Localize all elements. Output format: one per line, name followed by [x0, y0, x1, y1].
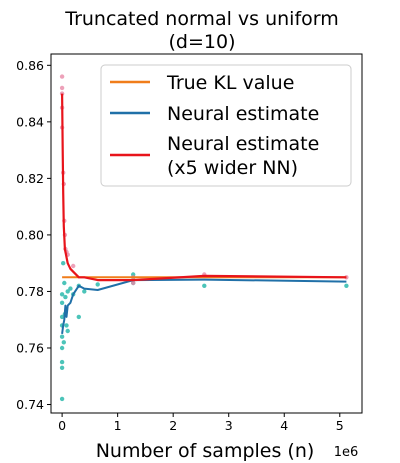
series-line-neural-estimate	[61, 278, 347, 335]
scatter-point-neural-estimate-10	[61, 340, 66, 345]
scatter-point-neural-estimate-4	[59, 334, 65, 339]
y-tick-label-1: 0.76	[16, 340, 44, 355]
legend-label-true-kl: True KL value	[166, 72, 294, 94]
plot-area	[59, 74, 349, 402]
scatter-point-neural-estimate-3	[59, 345, 65, 351]
scatter-point-neural-estimate-6	[59, 300, 65, 305]
x-axis-offset-label: 1e6	[334, 445, 359, 460]
x-tick-label-2: 2	[169, 418, 177, 433]
scatter-point-neural-estimate-21	[82, 289, 87, 294]
x-axis: 0 1 2 3 4 5	[58, 413, 344, 433]
legend: True KL value Neural estimate Neural est…	[100, 64, 352, 187]
scatter-point-neural-estimate-wide-1	[59, 85, 65, 91]
scatter-point-neural-estimate-8	[59, 314, 65, 320]
legend-label-neural-estimate-wide-line2: (x5 wider NN)	[167, 157, 298, 179]
scatter-point-neural-estimate-wide-12	[71, 263, 76, 269]
scatter-point-neural-estimate-16	[65, 328, 70, 334]
scatter-point-neural-estimate-22	[95, 282, 100, 287]
scatter-point-neural-estimate-11	[62, 280, 67, 286]
scatter-point-neural-estimate-27	[344, 283, 349, 288]
legend-label-neural-estimate-wide-line1: Neural estimate	[167, 133, 319, 155]
y-tick-label-0: 0.74	[16, 397, 44, 412]
x-tick-label-1: 1	[114, 418, 122, 433]
scatter-point-neural-estimate-17	[68, 286, 73, 291]
legend-box	[100, 64, 352, 187]
scatter-point-neural-estimate-26	[202, 283, 207, 288]
legend-label-neural-estimate: Neural estimate	[167, 103, 319, 125]
x-tick-label-4: 4	[280, 418, 288, 433]
scatter-point-neural-estimate-wide-14	[131, 280, 136, 286]
scatter-point-neural-estimate-13	[63, 294, 68, 300]
scatter-point-neural-estimate-15	[65, 289, 70, 294]
scatter-point-neural-estimate-wide-0	[59, 74, 65, 79]
axes-frame	[50, 53, 363, 414]
scatter-point-neural-estimate-9	[61, 261, 66, 266]
y-tick-label-3: 0.80	[16, 227, 44, 242]
scatter-point-neural-estimate-2	[59, 359, 65, 365]
y-tick-label-5: 0.84	[16, 114, 44, 129]
chart-title-line2: (d=10)	[169, 31, 236, 53]
x-tick-label-5: 5	[336, 418, 344, 433]
scatter-point-neural-estimate-7	[59, 292, 65, 297]
x-tick-label-3: 3	[225, 418, 233, 433]
y-axis: 0.74 0.76 0.78 0.80 0.82 0.84 0.86	[16, 58, 51, 412]
scatter-point-neural-estimate-1	[59, 365, 65, 370]
series-line-neural-estimate-wide	[61, 93, 347, 282]
scatter-point-neural-estimate-14	[64, 323, 69, 328]
x-tick-label-0: 0	[58, 418, 66, 433]
y-tick-label-2: 0.78	[16, 284, 44, 299]
scatter-point-neural-estimate-19	[76, 314, 82, 320]
scatter-point-neural-estimate-0	[59, 396, 65, 402]
y-tick-label-4: 0.82	[16, 171, 44, 186]
x-axis-label: Number of samples (n)	[96, 440, 315, 462]
y-tick-label-6: 0.86	[16, 58, 44, 73]
chart-title-line1: Truncated normal vs uniform	[64, 8, 339, 30]
